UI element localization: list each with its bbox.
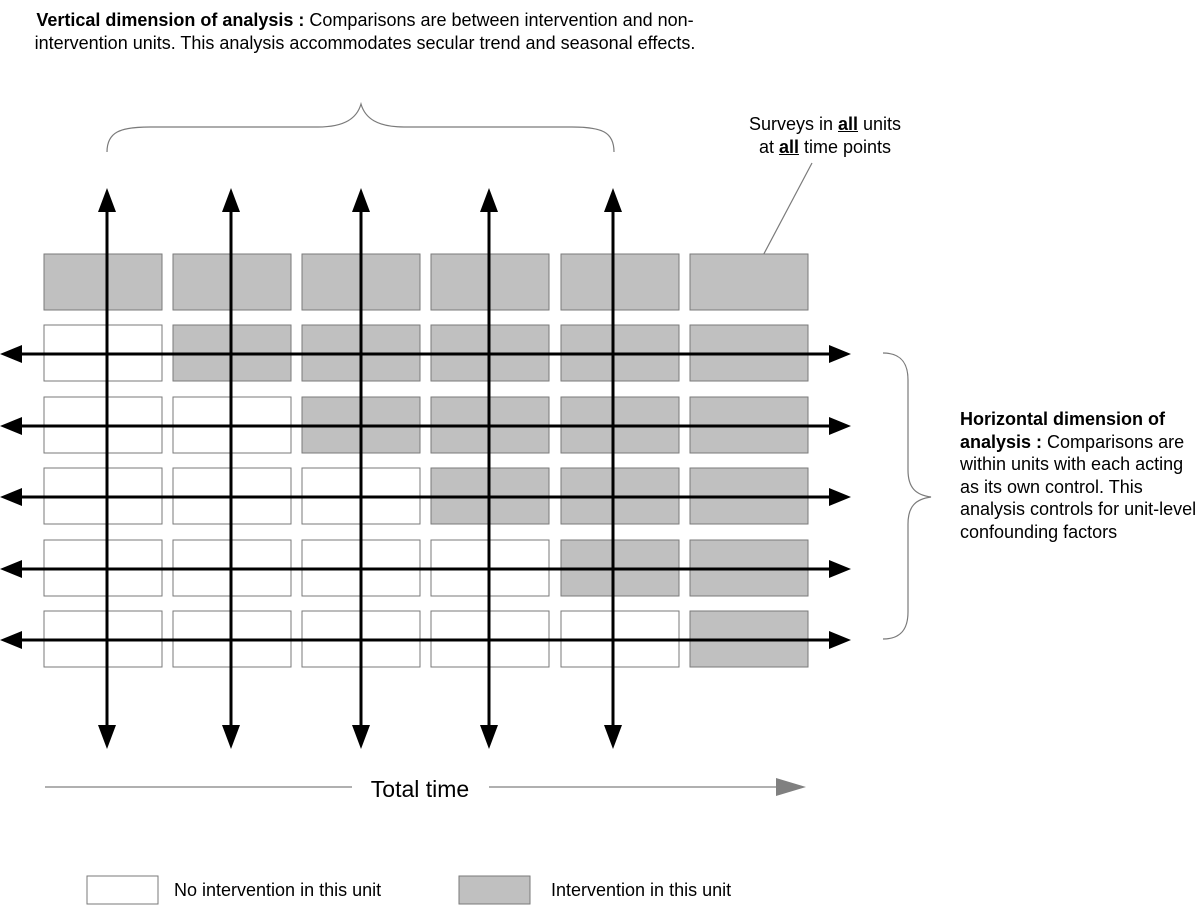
total-time-label: Total time [370, 776, 470, 802]
horizontal-brace [882, 352, 932, 640]
vertical-arrow-head-top [222, 188, 240, 212]
survey-note-emph1: all [838, 114, 859, 134]
horizontal-arrow-head-left [0, 488, 22, 506]
vertical-arrow-head-top [604, 188, 622, 212]
vertical-arrow-head-bottom [352, 725, 370, 749]
survey-note-part4: time points [798, 136, 892, 157]
survey-note: Surveys in all units at all time points [700, 113, 950, 158]
vertical-dimension-heading: Vertical dimension of analysis : [36, 10, 305, 30]
horizontal-arrow-head-right [829, 345, 851, 363]
horizontal-arrow-head-right [829, 631, 851, 649]
horizontal-arrow-head-left [0, 345, 22, 363]
horizontal-arrow-head-right [829, 560, 851, 578]
horizontal-arrow-head-left [0, 560, 22, 578]
intervention-cell [689, 253, 809, 311]
vertical-arrow-head-top [480, 188, 498, 212]
survey-note-part3: at [758, 136, 779, 157]
vertical-arrow-head-top [352, 188, 370, 212]
horizontal-dimension-note: Horizontal dimension of analysis : Compa… [960, 408, 1200, 543]
time-axis-arrowhead [776, 778, 806, 796]
horizontal-arrow-head-right [829, 417, 851, 435]
horizontal-arrow-head-left [0, 631, 22, 649]
horizontal-arrow-head-left [0, 417, 22, 435]
vertical-arrow-head-bottom [604, 725, 622, 749]
vertical-brace [106, 101, 615, 153]
horizontal-dimension-heading: Horizontal dimension of analysis : [960, 409, 1165, 452]
survey-note-part2: units [858, 114, 902, 134]
vertical-arrow-head-bottom [222, 725, 240, 749]
vertical-arrow-head-bottom [98, 725, 116, 749]
horizontal-arrow-head-right [829, 488, 851, 506]
vertical-dimension-body: Comparisons are between intervention and… [34, 10, 696, 53]
intervention-cell [560, 253, 680, 311]
vertical-arrow-head-bottom [480, 725, 498, 749]
vertical-dimension-note: Vertical dimension of analysis : Compari… [20, 9, 710, 54]
intervention-cell [43, 253, 163, 311]
survey-pointer-line [757, 162, 813, 266]
vertical-arrow-head-top [98, 188, 116, 212]
survey-note-part1: Surveys in [748, 114, 838, 134]
legend-swatch-no-intervention [86, 875, 159, 905]
legend-label-no-intervention: No intervention in this unit [174, 880, 382, 900]
legend-swatch-intervention [458, 875, 531, 905]
horizontal-dimension-body: Comparisons are within units with each a… [960, 431, 1197, 542]
survey-note-emph2: all [778, 136, 799, 157]
legend-label-intervention: Intervention in this unit [551, 880, 732, 900]
